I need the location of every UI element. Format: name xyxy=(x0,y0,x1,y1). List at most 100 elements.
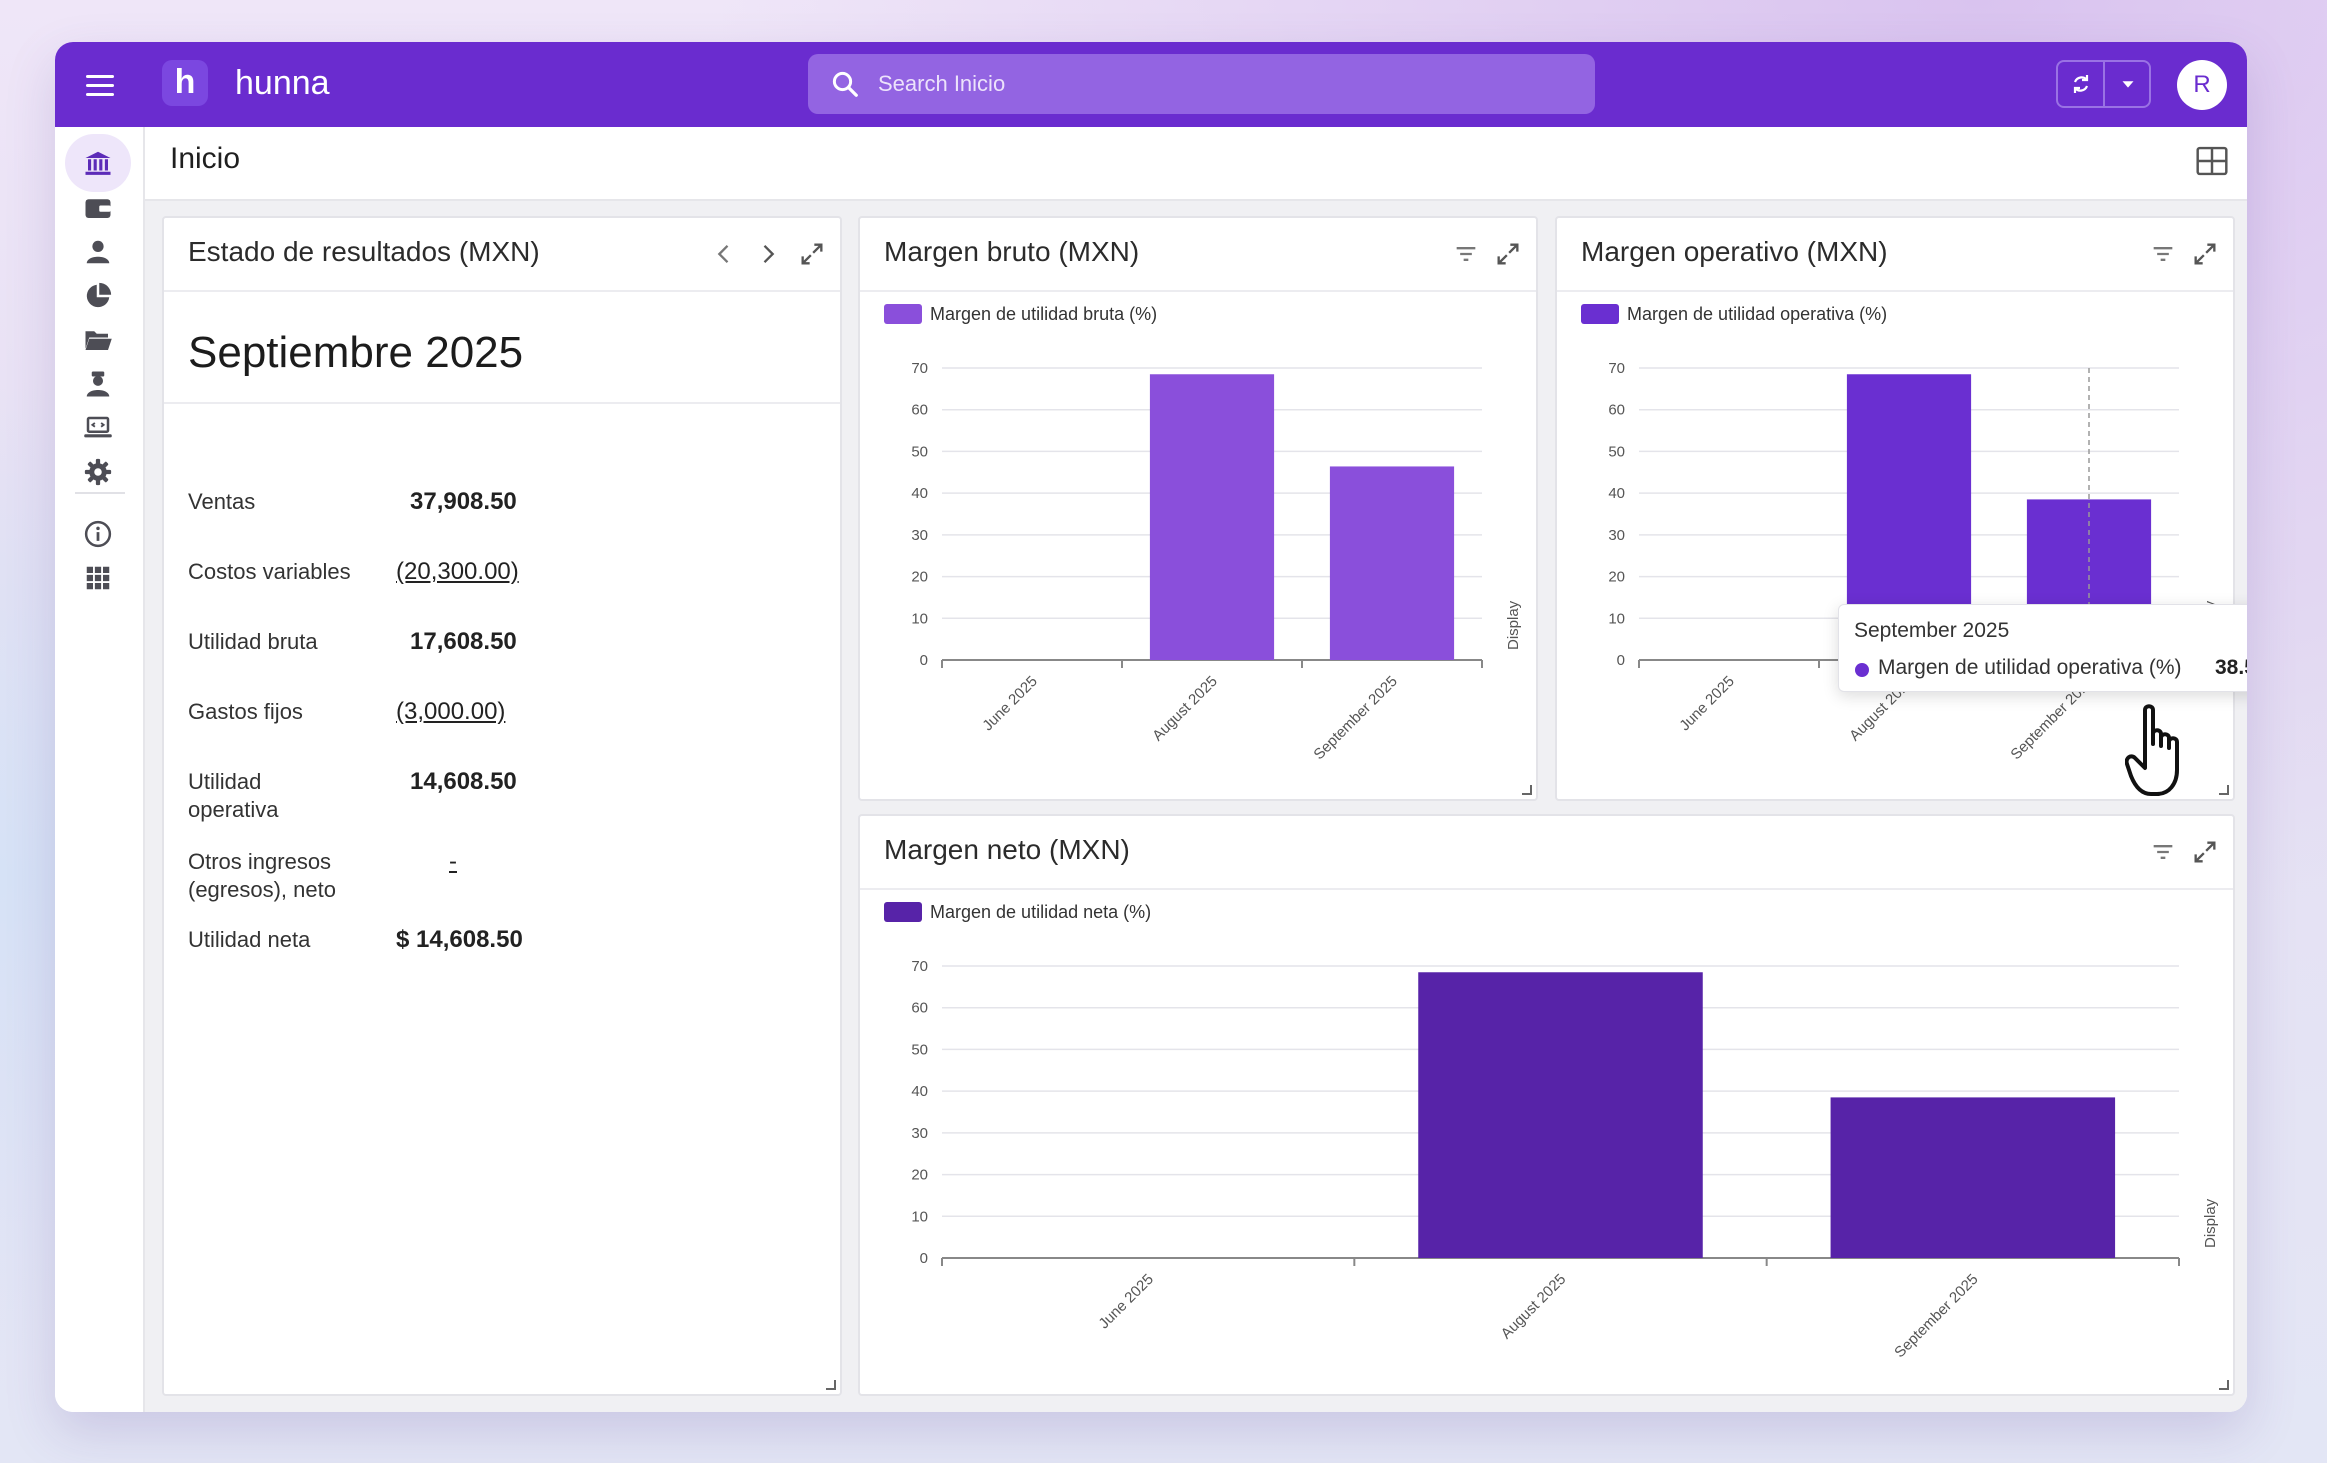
net-margin-card-title: Margen neto (MXN) xyxy=(884,834,1130,865)
sidebar-item-employees[interactable] xyxy=(65,355,131,413)
filter-icon[interactable] xyxy=(1452,240,1480,268)
row-value: 17,608.50 xyxy=(410,628,517,655)
row-label: Utilidad neta xyxy=(188,927,311,952)
search-bar[interactable] xyxy=(808,54,1595,114)
hamburger-menu-icon[interactable] xyxy=(80,66,122,104)
app-name: hunna xyxy=(235,64,330,102)
sidebar-item-person[interactable] xyxy=(65,223,131,281)
app-window: h hunna R xyxy=(55,42,2247,1412)
row-value-link[interactable]: - xyxy=(449,848,457,875)
x-tick-label: June 2025 xyxy=(1676,673,1738,735)
app-logo-icon[interactable]: h xyxy=(162,60,208,106)
y-tick-label: 10 xyxy=(911,1208,928,1225)
x-tick-label: June 2025 xyxy=(1095,1271,1157,1333)
info-icon xyxy=(84,520,112,548)
y-tick-label: 70 xyxy=(1608,360,1625,377)
y-tick-label: 40 xyxy=(911,485,928,502)
laptop-code-icon xyxy=(84,416,112,438)
operating-margin-card: Margen operativo (MXN) Margen de utilida… xyxy=(1555,216,2235,801)
bank-icon xyxy=(85,151,111,175)
expand-icon[interactable] xyxy=(798,240,826,268)
y-tick-label: 50 xyxy=(911,1041,928,1058)
y-tick-label: 60 xyxy=(1608,402,1625,419)
apps-grid-icon xyxy=(86,566,110,590)
y-tick-label: 0 xyxy=(1617,652,1625,669)
x-tick-label: August 2025 xyxy=(1498,1271,1570,1343)
y-tick-label: 70 xyxy=(911,958,928,975)
row-label: Costos variables xyxy=(188,559,351,584)
bar xyxy=(1830,1097,2116,1258)
sidebar-item-bank[interactable] xyxy=(65,134,131,192)
row-value-link[interactable]: (20,300.00) xyxy=(396,558,519,585)
resize-handle[interactable] xyxy=(1522,785,1532,795)
sidebar-item-developer[interactable] xyxy=(65,399,131,457)
expand-icon[interactable] xyxy=(1494,240,1522,268)
row-value-link[interactable]: (3,000.00) xyxy=(396,698,506,725)
sidebar-item-wallet[interactable] xyxy=(65,179,131,237)
caret-down-icon xyxy=(2122,81,2134,88)
legend-label: Margen de utilidad neta (%) xyxy=(930,902,1152,922)
row-label: Otros ingresos (egresos), neto xyxy=(188,849,336,902)
y-tick-label: 30 xyxy=(1608,527,1625,544)
folder-icon xyxy=(85,331,112,350)
y-tick-label: 60 xyxy=(911,402,928,419)
expand-icon[interactable] xyxy=(2191,240,2219,268)
y-tick-label: 60 xyxy=(911,1000,928,1017)
row-label: Utilidad operativa xyxy=(188,769,279,822)
sync-dropdown-button[interactable] xyxy=(2105,62,2151,106)
row-value: 37,908.50 xyxy=(410,488,517,515)
sidebar-item-settings[interactable] xyxy=(65,443,131,501)
gross-margin-card-title: Margen bruto (MXN) xyxy=(884,236,1140,267)
legend-label: Margen de utilidad bruta (%) xyxy=(930,304,1158,324)
sidebar-item-info[interactable] xyxy=(65,505,131,563)
sidebar-item-folder[interactable] xyxy=(65,311,131,369)
sync-button[interactable] xyxy=(2058,62,2105,106)
expand-icon[interactable] xyxy=(2191,838,2219,866)
y-tick-label: 50 xyxy=(911,443,928,460)
search-icon xyxy=(832,71,858,97)
sync-icon xyxy=(2073,75,2089,93)
bar xyxy=(1329,466,1455,660)
row-value: 14,608.50 xyxy=(410,768,517,795)
user-avatar[interactable]: R xyxy=(2177,60,2227,110)
operating-margin-card-title: Margen operativo (MXN) xyxy=(1581,236,1888,267)
chart-tooltip: September 2025 Margen de utilidad operat… xyxy=(1838,604,2247,692)
resize-handle[interactable] xyxy=(826,1380,836,1390)
y-tick-label: 30 xyxy=(911,1125,928,1142)
y-tick-label: 0 xyxy=(920,652,928,669)
sidebar-divider xyxy=(75,492,125,494)
y-tick-label: 50 xyxy=(1608,443,1625,460)
gear-icon xyxy=(84,458,112,486)
x-tick-label: September 2025 xyxy=(1310,673,1400,763)
net-margin-chart[interactable]: 0 10 20 30 40 50 60 70 June 2025 August 2025 Septe… xyxy=(860,926,2233,1392)
bar xyxy=(1418,972,1703,1258)
person-icon xyxy=(86,240,110,264)
y-tick-label: 30 xyxy=(911,527,928,544)
legend-swatch xyxy=(884,304,922,324)
sidebar-item-reports[interactable] xyxy=(65,267,131,325)
page-title: Inicio xyxy=(170,142,241,175)
filter-icon[interactable] xyxy=(2149,240,2177,268)
card-header-divider xyxy=(860,290,1536,292)
chevron-left-icon[interactable] xyxy=(710,240,738,268)
row-label: Gastos fijos xyxy=(188,699,303,724)
tooltip-title: September 2025 xyxy=(1854,619,2010,642)
gross-margin-chart[interactable]: 0 10 20 30 40 50 60 70 June 2025 August 2025 Septe… xyxy=(860,328,1536,798)
y-tick-label: 70 xyxy=(911,360,928,377)
display-label: Display xyxy=(2202,1198,2219,1248)
header-divider xyxy=(145,199,2247,201)
x-tick-label: August 2025 xyxy=(1149,673,1221,745)
y-tick-label: 10 xyxy=(1608,610,1625,627)
filter-icon[interactable] xyxy=(2149,838,2177,866)
dashboard-layout-icon[interactable] xyxy=(2195,146,2229,176)
search-input[interactable] xyxy=(878,62,1578,106)
x-tick-label: September 2025 xyxy=(1891,1271,1981,1361)
tooltip-value: 38.5 xyxy=(2215,656,2247,679)
resize-handle[interactable] xyxy=(2219,1380,2229,1390)
sidebar-item-apps[interactable] xyxy=(65,549,131,607)
card-header-divider xyxy=(860,888,2233,890)
resize-handle[interactable] xyxy=(2219,785,2229,795)
chevron-right-icon[interactable] xyxy=(754,240,782,268)
y-tick-label: 40 xyxy=(1608,485,1625,502)
tooltip-series-dot xyxy=(1855,663,1869,677)
